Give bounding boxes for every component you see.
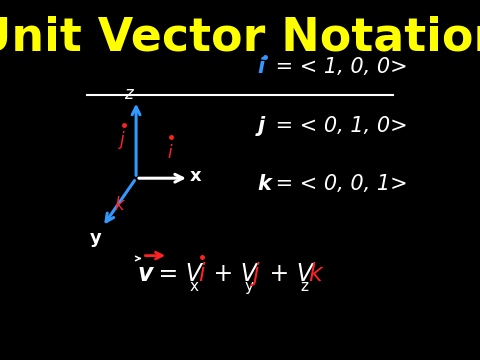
Text: k: k — [308, 262, 322, 285]
Text: k: k — [258, 174, 272, 194]
Text: x: x — [190, 279, 199, 294]
Text: i: i — [258, 57, 264, 77]
Text: v: v — [137, 262, 153, 285]
Text: = < 0, 1, 0>: = < 0, 1, 0> — [269, 116, 408, 136]
Text: = < 0, 0, 1>: = < 0, 0, 1> — [269, 174, 408, 194]
Text: z: z — [124, 85, 132, 103]
Text: + V: + V — [206, 262, 257, 285]
Text: Unit Vector Notation: Unit Vector Notation — [0, 15, 480, 60]
Text: i: i — [168, 144, 172, 162]
Text: j: j — [120, 131, 124, 149]
Text: x: x — [190, 167, 201, 185]
Text: j: j — [253, 262, 259, 285]
Text: = V: = V — [151, 262, 202, 285]
Text: z: z — [301, 279, 309, 294]
Text: k: k — [114, 196, 124, 214]
Text: j: j — [258, 116, 264, 136]
Text: + V: + V — [263, 262, 313, 285]
Text: = < 1, 0, 0>: = < 1, 0, 0> — [269, 57, 408, 77]
Text: y: y — [245, 279, 254, 294]
Text: i: i — [198, 262, 204, 285]
Text: y: y — [90, 229, 102, 247]
